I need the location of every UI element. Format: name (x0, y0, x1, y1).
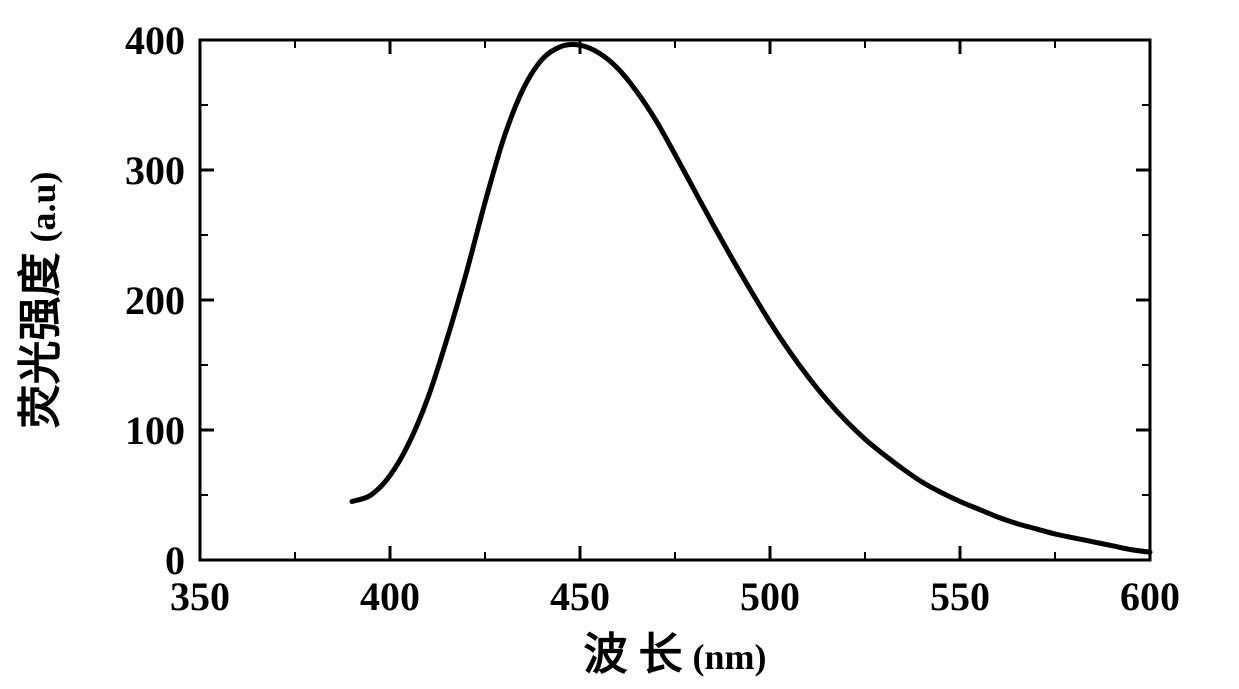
y-tick-label: 100 (125, 408, 185, 453)
x-tick-label: 600 (1120, 574, 1180, 619)
x-tick-label: 450 (550, 574, 610, 619)
fluorescence-curve (352, 45, 1150, 553)
y-tick-label: 300 (125, 148, 185, 193)
x-tick-label: 400 (360, 574, 420, 619)
y-tick-label: 0 (165, 538, 185, 583)
x-axis-title: 波 长(nm) (584, 630, 767, 679)
y-tick-label: 400 (125, 18, 185, 63)
plot-frame (200, 40, 1150, 560)
x-tick-label: 500 (740, 574, 800, 619)
y-axis-title: 荧光强度(a.u) (16, 172, 65, 429)
y-tick-label: 200 (125, 278, 185, 323)
chart-container: 3504004505005506000100200300400波 长(nm)荧光… (0, 0, 1239, 689)
x-tick-label: 550 (930, 574, 990, 619)
fluorescence-chart: 3504004505005506000100200300400波 长(nm)荧光… (0, 0, 1239, 689)
